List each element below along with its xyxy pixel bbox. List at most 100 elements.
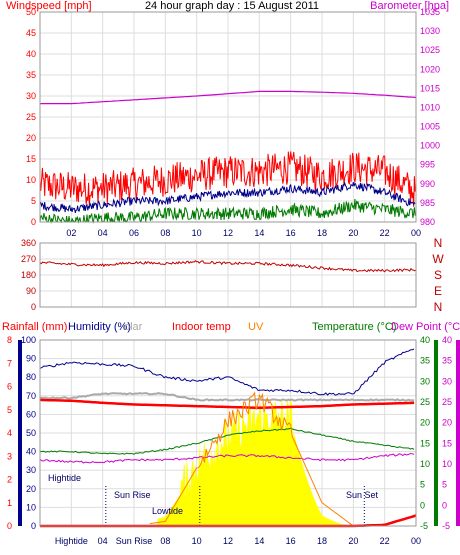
x-tick-label: 20 xyxy=(348,228,358,238)
panel3-x-tick-label: 04 xyxy=(98,536,108,546)
temperature-tick-label: 35 xyxy=(420,356,430,366)
direction-tick-label: 180 xyxy=(21,270,36,280)
barometer-tick-label: 995 xyxy=(420,160,435,170)
rain-tick-label: 4 xyxy=(7,428,12,438)
annotation-sunset: Sun Set xyxy=(346,490,379,500)
wind-tick-label: 30 xyxy=(26,91,36,101)
wind-tick-label: 35 xyxy=(26,70,36,80)
humidity-tick-label: 0 xyxy=(31,521,36,531)
dewpoint-axis-bar xyxy=(456,340,460,526)
average-wind-line xyxy=(39,181,416,214)
indoor-temp-line xyxy=(39,398,415,410)
temperature-tick-label: 10 xyxy=(420,459,430,469)
dewpoint-tick-label: 0 xyxy=(442,500,447,510)
compass-letter: N xyxy=(434,236,443,250)
compass-letter: N xyxy=(434,300,443,314)
barometer-tick-label: 1010 xyxy=(420,102,440,112)
humidity-tick-label: 80 xyxy=(26,372,36,382)
annotation-lowtide: Lowtide xyxy=(152,506,183,516)
legend-humidity: Humidity (%) xyxy=(68,321,131,333)
barometer-tick-label: 980 xyxy=(420,217,435,227)
panel3-x-tick-label: Sun Rise xyxy=(116,536,153,546)
barometer-tick-label: 985 xyxy=(420,198,435,208)
dewpoint-tick-label: 25 xyxy=(442,397,452,407)
temperature-tick-label: -5 xyxy=(420,521,428,531)
x-tick-label: 02 xyxy=(66,228,76,238)
rain-tick-label: 1 xyxy=(7,498,12,508)
temperature-line xyxy=(39,427,415,455)
rain-tick-label: 0 xyxy=(7,521,12,531)
barometer-tick-label: 1020 xyxy=(420,64,440,74)
direction-tick-label: 90 xyxy=(26,286,36,296)
weather-panel-frame xyxy=(39,339,417,527)
gust-line xyxy=(39,151,416,207)
wind-panel-frame xyxy=(39,11,417,223)
annotation-sunrise: Sun Rise xyxy=(114,490,151,500)
wind-tick-label: 25 xyxy=(26,112,36,122)
legend-uv: UV xyxy=(248,321,264,333)
temperature-tick-label: 30 xyxy=(420,376,430,386)
legend-dewpoint: Dew Point (°C) xyxy=(391,321,460,333)
rain-tick-label: 8 xyxy=(7,335,12,345)
compass-letter: S xyxy=(434,268,442,282)
temperature-tick-label: 25 xyxy=(420,397,430,407)
temperature-tick-label: 0 xyxy=(420,500,425,510)
barometer-tick-label: 1025 xyxy=(420,45,440,55)
barometer-tick-label: 1005 xyxy=(420,122,440,132)
temperature-tick-label: 20 xyxy=(420,418,430,428)
barometer-tick-label: 1015 xyxy=(420,83,440,93)
dewpoint-tick-label: 30 xyxy=(442,376,452,386)
panel3-x-tick-label: 20 xyxy=(348,536,358,546)
chart-title: 24 hour graph day : 15 August 2011 xyxy=(145,0,319,12)
x-tick-label: 06 xyxy=(129,228,139,238)
humidity-tick-label: 50 xyxy=(26,428,36,438)
rain-tick-label: 5 xyxy=(7,405,12,415)
windspeed-axis-label: Windspeed [mph] xyxy=(6,0,92,12)
wind-tick-label: 0 xyxy=(31,217,36,227)
uv-line xyxy=(149,391,368,527)
wind-tick-label: 5 xyxy=(31,196,36,206)
direction-tick-label: 360 xyxy=(21,238,36,248)
panel3-x-tick-label: 00 xyxy=(411,536,421,546)
barometer-tick-label: 1030 xyxy=(420,26,440,36)
humidity-tick-label: 30 xyxy=(26,465,36,475)
temperature-tick-label: 40 xyxy=(420,335,430,345)
dewpoint-tick-label: 35 xyxy=(442,356,452,366)
humidity-tick-label: 10 xyxy=(26,502,36,512)
humidity-line xyxy=(39,348,415,396)
x-tick-label: 16 xyxy=(286,228,296,238)
dewpoint-tick-label: 10 xyxy=(442,459,452,469)
panel3-x-tick-label: 18 xyxy=(317,536,327,546)
x-tick-label: 10 xyxy=(192,228,202,238)
panel3-x-tick-label: Hightide xyxy=(55,536,88,546)
frames xyxy=(18,11,460,527)
temperature-tick-label: 5 xyxy=(420,480,425,490)
humidity-tick-label: 60 xyxy=(26,409,36,419)
panel3-x-tick-label: 12 xyxy=(223,536,233,546)
legend-indoor-temp: Indoor temp xyxy=(172,321,231,333)
panel3-x-tick-label: 22 xyxy=(380,536,390,546)
compass-letter: E xyxy=(434,284,442,298)
humidity-tick-label: 90 xyxy=(26,354,36,364)
panel3-x-tick-label: 16 xyxy=(286,536,296,546)
dewpoint-tick-label: -5 xyxy=(442,521,450,531)
humidity-tick-label: 100 xyxy=(21,335,36,345)
barometer-tick-label: 1000 xyxy=(420,141,440,151)
direction-tick-label: 0 xyxy=(31,302,36,312)
panel3-x-tick-label: 08 xyxy=(160,536,170,546)
dewpoint-tick-label: 15 xyxy=(442,438,452,448)
humidity-tick-label: 40 xyxy=(26,447,36,457)
dewpoint-tick-label: 20 xyxy=(442,418,452,428)
legend-solar: olar xyxy=(124,321,143,333)
rain-tick-label: 2 xyxy=(7,475,12,485)
panel3-x-tick-label: 14 xyxy=(254,536,264,546)
solar-line xyxy=(39,392,415,402)
x-tick-label: 14 xyxy=(254,228,264,238)
wind-tick-label: 40 xyxy=(26,49,36,59)
panel3-x-tick-label: 10 xyxy=(192,536,202,546)
humidity-tick-label: 20 xyxy=(26,484,36,494)
rain-tick-label: 7 xyxy=(7,358,12,368)
compass-letter: W xyxy=(432,252,444,266)
x-tick-label: 08 xyxy=(160,228,170,238)
